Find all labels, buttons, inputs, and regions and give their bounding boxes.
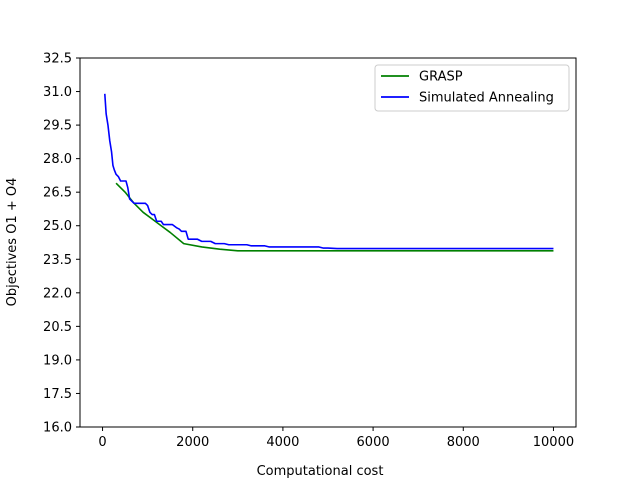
series-line-grasp	[115, 182, 554, 252]
y-tick-label: 26.5	[43, 186, 72, 201]
series-line-simulated-annealing	[104, 93, 554, 250]
plot-frame	[79, 57, 577, 428]
x-tick-label: 10000	[533, 435, 574, 450]
x-tick-label: 8000	[447, 435, 480, 450]
y-tick-label: 20.5	[43, 320, 72, 335]
y-axis-label: Objectives O1 + O4	[5, 178, 20, 307]
legend-box	[374, 64, 570, 112]
legend-label-grasp: GRASP	[419, 70, 463, 85]
y-tick-label: 23.5	[43, 253, 72, 268]
legend-label-simulated-annealing: Simulated Annealing	[419, 91, 554, 106]
plot-area	[104, 93, 554, 252]
legend: GRASP Simulated Annealing	[374, 64, 570, 112]
y-tick-label: 19.0	[43, 353, 72, 368]
x-tick-label: 4000	[266, 435, 299, 450]
x-axis-label: Computational cost	[257, 464, 384, 479]
y-tick-label: 31.0	[43, 85, 72, 100]
y-tick-label: 16.0	[43, 421, 72, 436]
y-tick-label: 17.5	[43, 387, 72, 402]
y-tick-label: 25.0	[43, 219, 72, 234]
y-tick-label: 29.5	[43, 119, 72, 134]
axis-ticks: 0 2000 4000 6000 8000 10000 16.0 17.5 19.0 20.5 22…	[43, 52, 574, 451]
x-tick-label: 2000	[176, 435, 209, 450]
y-tick-label: 32.5	[43, 52, 72, 67]
x-tick-label: 6000	[357, 435, 390, 450]
y-tick-label: 22.0	[43, 286, 72, 301]
x-tick-label: 0	[98, 435, 106, 450]
y-tick-label: 28.0	[43, 152, 72, 167]
